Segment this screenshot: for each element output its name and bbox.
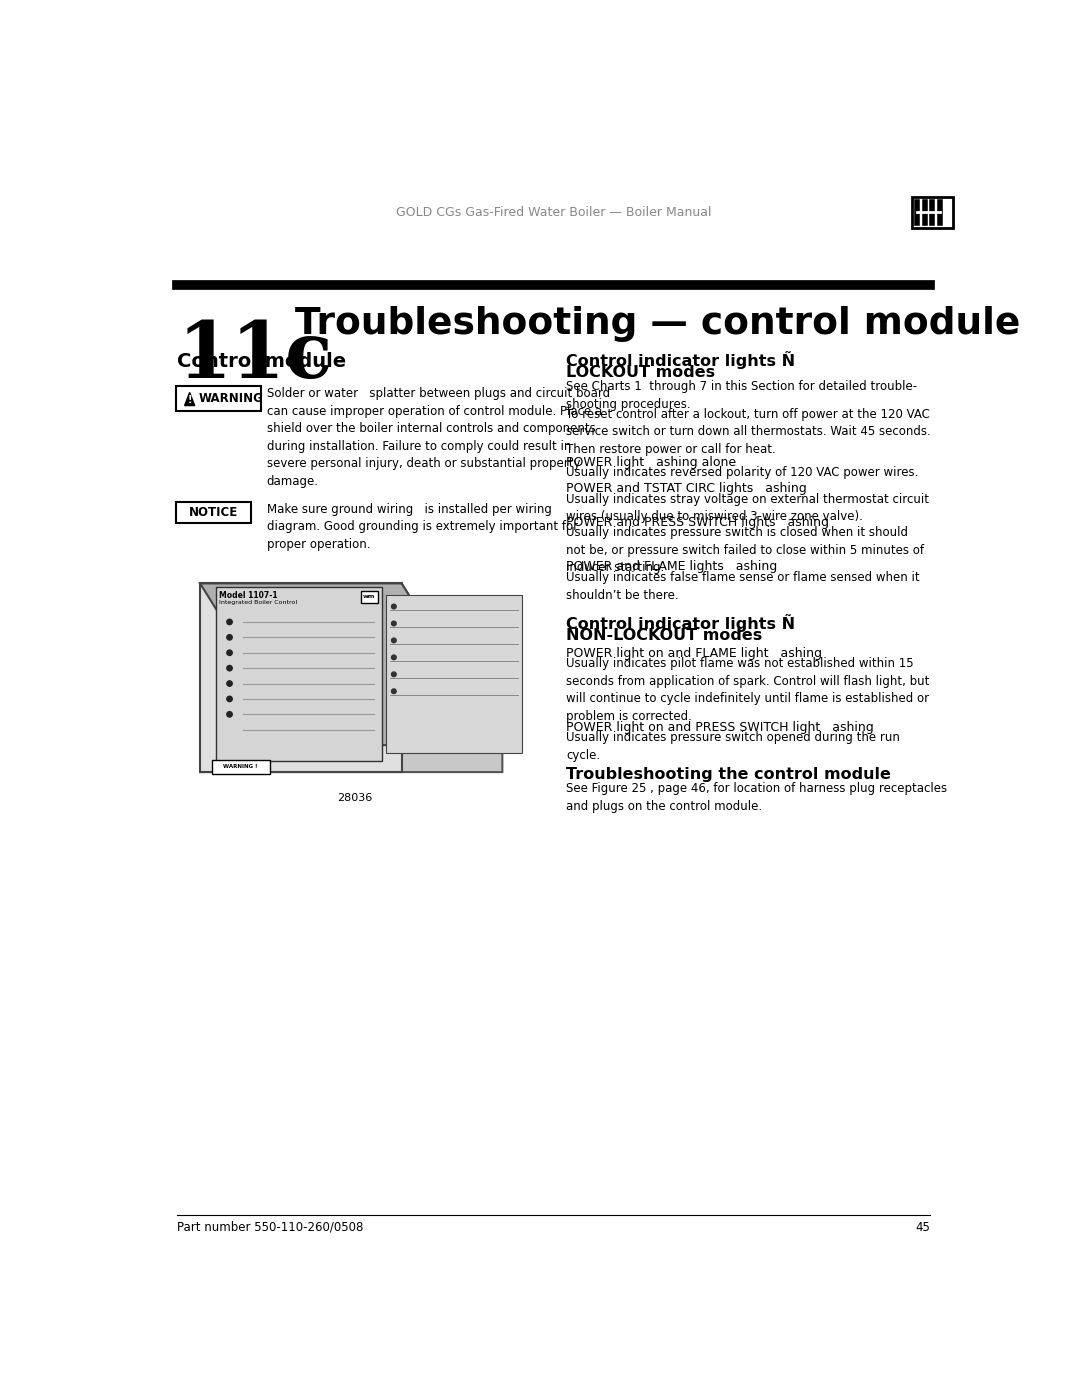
Circle shape [392, 622, 396, 626]
Text: See Charts 1  through 7 in this Section for detailed trouble-
shooting procedure: See Charts 1 through 7 in this Section f… [566, 380, 917, 411]
Text: Usually indicates stray voltage on external thermostat circuit
wires (usually du: Usually indicates stray voltage on exter… [566, 493, 929, 522]
Circle shape [227, 650, 232, 655]
FancyBboxPatch shape [212, 760, 270, 774]
Text: Usually indicates pressure switch is closed when it should
not be, or pressure s: Usually indicates pressure switch is clo… [566, 527, 923, 574]
FancyBboxPatch shape [177, 560, 534, 799]
Circle shape [227, 711, 232, 717]
Text: Model 1107-1: Model 1107-1 [219, 591, 279, 601]
Text: See Figure 25 , page 46, for location of harness plug receptacles
and plugs on t: See Figure 25 , page 46, for location of… [566, 782, 947, 813]
Polygon shape [200, 584, 502, 745]
Circle shape [392, 672, 396, 676]
Circle shape [392, 689, 396, 693]
Circle shape [392, 605, 396, 609]
Text: 45: 45 [915, 1221, 930, 1234]
FancyBboxPatch shape [216, 587, 382, 760]
Text: !: ! [188, 395, 192, 405]
Text: LOCKOUT modes: LOCKOUT modes [566, 365, 715, 380]
Text: Control indicator lights Ñ: Control indicator lights Ñ [566, 351, 795, 369]
FancyBboxPatch shape [387, 595, 522, 753]
Circle shape [392, 638, 396, 643]
Text: POWER light on and PRESS SWITCH light   ashing: POWER light on and PRESS SWITCH light as… [566, 721, 874, 733]
Text: NON-LOCKOUT modes: NON-LOCKOUT modes [566, 629, 762, 643]
Text: Troubleshooting the control module: Troubleshooting the control module [566, 767, 891, 782]
Text: wm: wm [363, 594, 375, 599]
Text: 11c: 11c [177, 317, 333, 394]
FancyBboxPatch shape [176, 502, 252, 524]
Text: Control indicator lights Ñ: Control indicator lights Ñ [566, 615, 795, 633]
Text: POWER and PRESS SWITCH lights   ashing: POWER and PRESS SWITCH lights ashing [566, 515, 829, 528]
FancyBboxPatch shape [176, 387, 261, 411]
Text: Usually indicates false flame sense or flame sensed when it
shouldn’t be there.: Usually indicates false flame sense or f… [566, 571, 919, 602]
Text: POWER light   ashing alone: POWER light ashing alone [566, 455, 737, 468]
Text: POWER and TSTAT CIRC lights   ashing: POWER and TSTAT CIRC lights ashing [566, 482, 807, 495]
Text: POWER and FLAME lights   ashing: POWER and FLAME lights ashing [566, 560, 778, 573]
Text: GOLD CGs Gas-Fired Water Boiler — Boiler Manual: GOLD CGs Gas-Fired Water Boiler — Boiler… [395, 205, 712, 219]
Polygon shape [200, 584, 402, 773]
Text: To reset control after a lockout, turn off power at the 120 VAC
service switch o: To reset control after a lockout, turn o… [566, 408, 931, 455]
Polygon shape [185, 393, 194, 405]
Circle shape [227, 634, 232, 640]
FancyBboxPatch shape [361, 591, 378, 602]
Text: Usually indicates pressure switch opened during the run
cycle.: Usually indicates pressure switch opened… [566, 731, 900, 761]
Text: Make sure ground wiring   is installed per wiring
diagram. Good grounding is ext: Make sure ground wiring is installed per… [267, 503, 578, 550]
Text: Part number 550-110-260/0508: Part number 550-110-260/0508 [177, 1221, 363, 1234]
Circle shape [227, 680, 232, 686]
Circle shape [227, 696, 232, 701]
Text: Control module: Control module [177, 352, 346, 372]
Circle shape [227, 665, 232, 671]
Text: WARNING !: WARNING ! [224, 764, 258, 770]
Text: 28036: 28036 [337, 793, 373, 803]
Text: Usually indicates reversed polarity of 120 VAC power wires.: Usually indicates reversed polarity of 1… [566, 467, 918, 479]
FancyBboxPatch shape [913, 197, 953, 228]
Text: Solder or water   splatter between plugs and circuit board
can cause improper op: Solder or water splatter between plugs a… [267, 387, 610, 488]
Text: Integrated Boiler Control: Integrated Boiler Control [219, 599, 298, 605]
Circle shape [392, 655, 396, 659]
Text: Usually indicates pilot flame was not established within 15
seconds from applica: Usually indicates pilot flame was not es… [566, 658, 929, 722]
Polygon shape [200, 584, 502, 773]
Text: NOTICE: NOTICE [189, 506, 239, 520]
Circle shape [227, 619, 232, 624]
Text: WARNING: WARNING [199, 393, 264, 405]
Text: Troubleshooting — control module: Troubleshooting — control module [282, 306, 1021, 342]
Text: POWER light on and FLAME light   ashing: POWER light on and FLAME light ashing [566, 647, 822, 659]
